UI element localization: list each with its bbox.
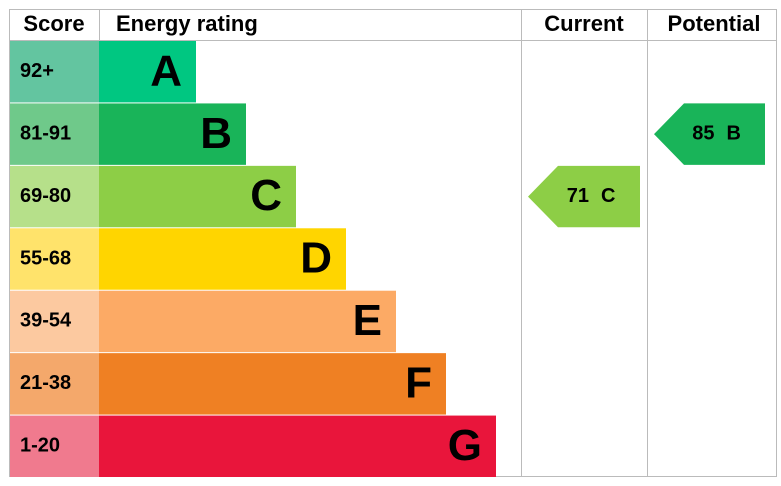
- potential-value: 85: [692, 122, 714, 144]
- score-cell: [10, 415, 99, 477]
- score-cell: [10, 290, 99, 353]
- score-cell: [10, 228, 99, 290]
- score-label: 55-68: [20, 247, 71, 269]
- rating-letter: D: [300, 234, 332, 283]
- potential-rating: B: [727, 122, 741, 144]
- rating-bar: [99, 353, 446, 415]
- score-cell: [10, 41, 99, 103]
- rating-bar: [99, 415, 496, 477]
- rating-letter: A: [150, 46, 182, 95]
- score-label: 69-80: [20, 185, 71, 207]
- current-value: 71: [567, 185, 589, 207]
- rating-bar: [99, 228, 346, 290]
- score-label: 1-20: [20, 435, 60, 457]
- rating-bar: [99, 165, 296, 228]
- rating-letter: G: [448, 421, 482, 470]
- rating-bar: [99, 103, 246, 165]
- score-cell: [10, 353, 99, 415]
- current-rating: C: [601, 185, 615, 207]
- rating-letter: F: [405, 358, 432, 407]
- current-arrow: [528, 165, 640, 228]
- score-cell: [10, 103, 99, 165]
- score-label: 92+: [20, 60, 54, 82]
- header: Energy rating: [116, 11, 258, 36]
- header: Current: [544, 11, 624, 36]
- potential-arrow: [654, 103, 765, 165]
- score-cell: [10, 165, 99, 228]
- header: Potential: [668, 11, 761, 36]
- score-label: 81-91: [20, 122, 71, 144]
- rating-bar: [99, 41, 196, 103]
- rating-letter: C: [250, 171, 282, 220]
- score-label: 39-54: [20, 310, 72, 332]
- header: Score: [23, 11, 84, 36]
- rating-letter: B: [200, 109, 232, 158]
- score-label: 21-38: [20, 372, 71, 394]
- rating-letter: E: [353, 296, 382, 345]
- rating-bar: [99, 290, 396, 353]
